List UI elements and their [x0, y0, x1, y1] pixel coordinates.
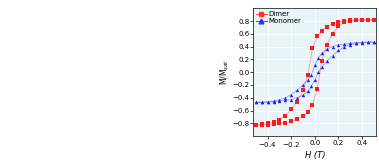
Point — [253, 101, 259, 104]
Point — [305, 90, 311, 93]
Point — [276, 118, 282, 121]
Point — [309, 47, 315, 49]
Point — [300, 84, 306, 86]
Point — [324, 26, 330, 28]
Point — [305, 74, 311, 77]
Point — [335, 43, 341, 46]
Point — [319, 66, 325, 68]
Point — [282, 96, 288, 99]
Point — [259, 123, 265, 125]
Point — [314, 87, 320, 90]
Point — [335, 25, 341, 28]
Point — [315, 70, 321, 73]
Point — [347, 19, 353, 22]
Point — [271, 123, 277, 125]
Point — [329, 22, 335, 25]
Point — [341, 21, 348, 24]
Point — [259, 123, 265, 126]
Point — [288, 93, 294, 96]
Point — [294, 100, 300, 103]
Point — [276, 98, 282, 101]
Point — [253, 123, 259, 126]
Point — [353, 42, 359, 44]
Point — [329, 45, 335, 48]
Point — [371, 18, 377, 21]
Point — [276, 100, 282, 102]
X-axis label: H (T): H (T) — [305, 151, 325, 160]
Point — [353, 18, 359, 21]
Point — [371, 41, 377, 43]
Point — [276, 122, 282, 125]
Point — [294, 118, 300, 120]
Point — [305, 111, 311, 113]
Point — [282, 121, 288, 124]
Point — [359, 41, 365, 43]
Point — [288, 108, 294, 111]
Point — [353, 42, 359, 45]
Point — [335, 20, 341, 23]
Point — [371, 41, 377, 43]
Point — [300, 89, 306, 91]
Point — [312, 63, 318, 66]
Point — [319, 29, 325, 32]
Point — [315, 57, 321, 59]
Point — [347, 20, 353, 22]
Point — [253, 123, 259, 126]
Legend: Dimer, Monomer: Dimer, Monomer — [255, 10, 302, 25]
Point — [365, 18, 371, 21]
Point — [265, 122, 271, 125]
Point — [271, 121, 277, 123]
Point — [353, 19, 359, 22]
Point — [300, 94, 306, 97]
Point — [347, 43, 353, 46]
Point — [365, 18, 371, 21]
Point — [265, 100, 271, 103]
Point — [359, 18, 365, 21]
Point — [341, 45, 348, 48]
Point — [312, 79, 318, 81]
Point — [259, 101, 265, 104]
Point — [271, 100, 277, 102]
Point — [305, 79, 311, 81]
Point — [288, 98, 294, 101]
Point — [335, 49, 341, 52]
Point — [253, 101, 259, 104]
Point — [282, 114, 288, 117]
Point — [294, 96, 300, 99]
Y-axis label: M/M$_{sat}$: M/M$_{sat}$ — [218, 59, 231, 85]
Point — [365, 41, 371, 43]
Point — [371, 18, 377, 21]
Point — [288, 120, 294, 123]
Point — [347, 42, 353, 45]
Point — [329, 33, 335, 35]
Point — [300, 114, 306, 117]
Point — [271, 100, 277, 103]
Point — [319, 52, 325, 54]
Point — [359, 42, 365, 44]
Point — [324, 43, 330, 46]
Point — [294, 89, 300, 91]
Point — [265, 123, 271, 126]
Point — [308, 85, 314, 88]
Point — [319, 59, 325, 62]
Point — [282, 99, 288, 102]
Point — [308, 74, 314, 77]
Point — [324, 48, 330, 50]
Point — [359, 18, 365, 21]
Point — [314, 35, 320, 38]
Point — [309, 104, 315, 107]
Point — [324, 60, 330, 63]
Point — [341, 43, 348, 45]
Point — [341, 20, 348, 22]
Point — [365, 41, 371, 43]
Point — [329, 54, 335, 57]
Point — [259, 101, 265, 104]
Point — [265, 101, 271, 104]
